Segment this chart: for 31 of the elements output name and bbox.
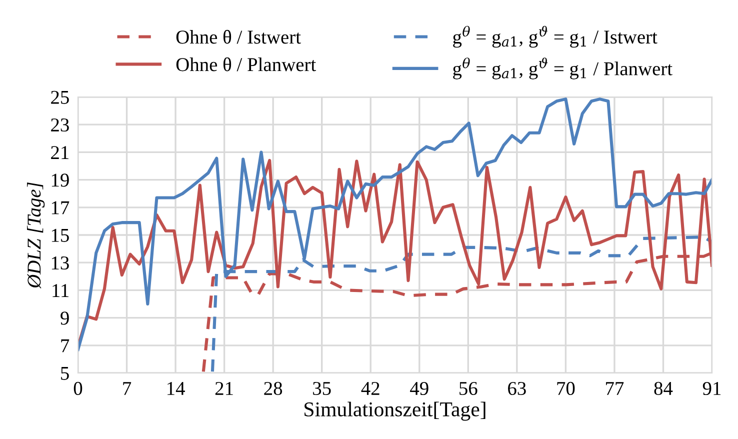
- x-tick-label: 56: [460, 382, 478, 396]
- x-tick-label: 0: [74, 382, 82, 396]
- x-axis-title: Simulationszeit[Tage]: [304, 402, 486, 421]
- x-tick-label: 70: [557, 382, 575, 396]
- y-tick-label: 9: [60, 312, 69, 325]
- legend-label: Ohne θ / Istwert: [176, 30, 301, 44]
- x-tick-label: 49: [410, 382, 428, 396]
- x-tick-label: 77: [606, 382, 624, 395]
- y-axis-title: ØDLZ [Tage]: [27, 182, 45, 289]
- legend-label: Ohne θ / Planwert: [176, 57, 316, 72]
- y-tick-label: 7: [61, 339, 70, 352]
- y-tick-label: 15: [52, 228, 69, 242]
- x-tick-label: 84: [654, 382, 673, 396]
- x-tick-label: 42: [361, 382, 380, 395]
- text: g$^{θ}$ = g$_{a1}$, g$^{ϑ}$ = g$_{1}$ / Istwert: [453, 26, 658, 48]
- y-tick-label: 11: [52, 284, 68, 297]
- y-tick-label: 23: [51, 118, 69, 132]
- y-tick-label: 25: [51, 90, 69, 104]
- x-tick-label: 21: [215, 382, 233, 395]
- x-tick-label: 28: [264, 382, 282, 396]
- x-tick-label: 91: [702, 382, 721, 396]
- x-tick-label: 7: [123, 382, 132, 395]
- y-tick-label: 19: [52, 174, 69, 187]
- y-tick-label: 17: [52, 201, 70, 214]
- x-tick-label: 63: [508, 382, 526, 396]
- y-tick-label: 5: [61, 367, 69, 380]
- x-tick-label: 14: [168, 382, 185, 395]
- y-tick-label: 21: [51, 146, 68, 159]
- y-tick-label: 13: [52, 256, 69, 270]
- x-tick-label: 35: [313, 382, 331, 396]
- text: g$^{θ}$ = g$_{a1}$, g$^{ϑ}$ = g$_{1}$ / Planwert: [453, 58, 672, 80]
